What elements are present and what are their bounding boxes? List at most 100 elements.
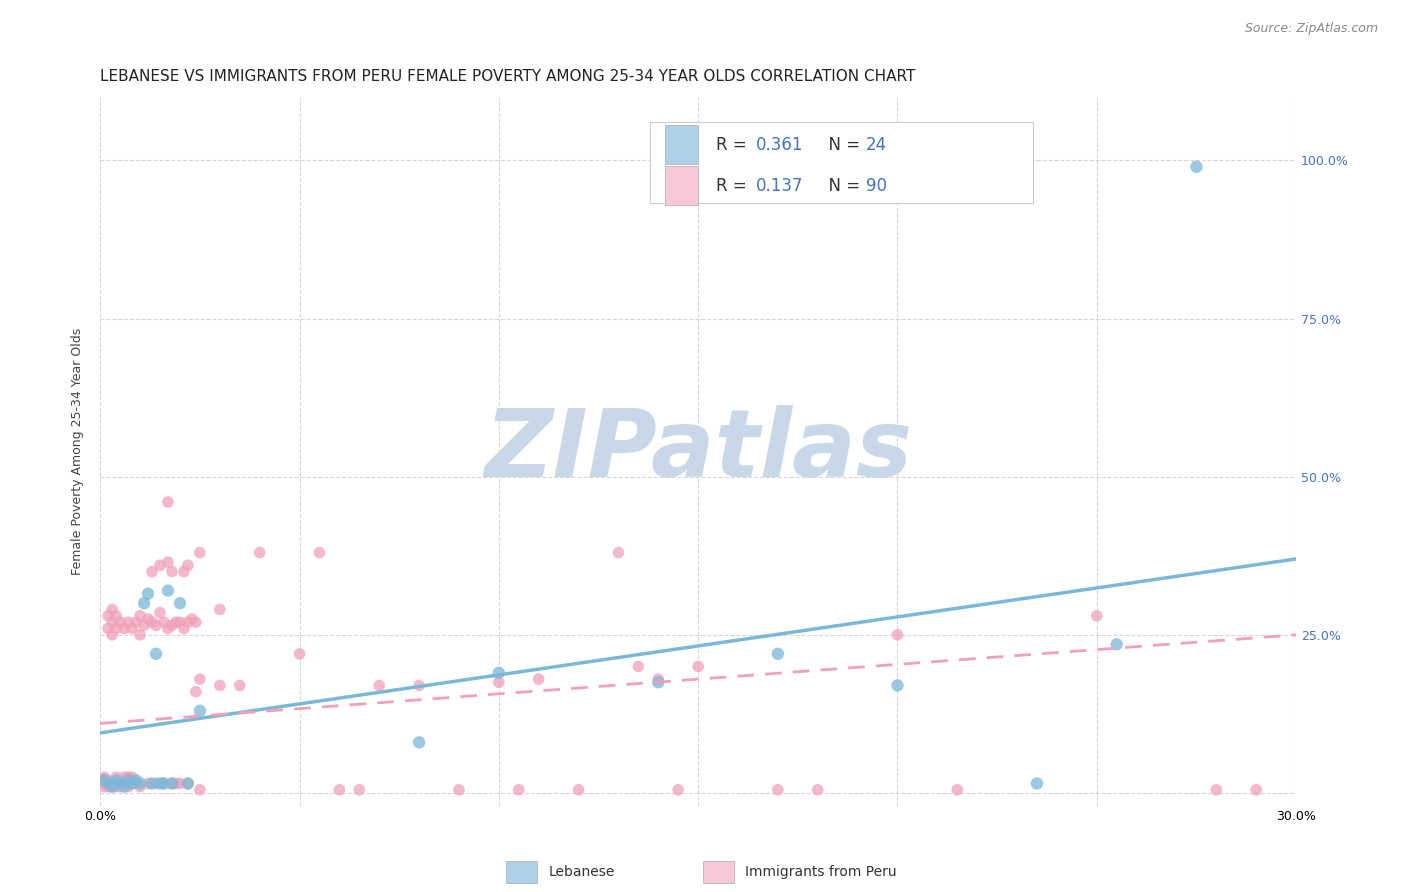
Point [173,565,195,579]
Point [97,776,120,790]
Point [527,672,550,686]
Point [101,615,124,630]
Point [132,596,155,610]
FancyBboxPatch shape [651,122,1033,203]
Text: 24: 24 [866,136,887,153]
Point [886,628,908,642]
Point [1026,776,1049,790]
Point [688,659,710,673]
Text: 0.137: 0.137 [755,177,803,194]
Point [184,685,207,699]
Point [121,622,143,636]
Point [160,776,183,790]
Point [108,615,131,630]
Point [607,546,630,560]
Point [627,659,650,673]
Point [136,776,159,790]
Text: 90: 90 [866,177,887,194]
Point [886,678,908,692]
Point [117,615,139,630]
Point [177,558,200,573]
Point [93,776,115,790]
Point [447,782,470,797]
Point [169,615,191,630]
Point [105,608,128,623]
Point [132,618,155,632]
Text: N =: N = [818,177,865,194]
Point [97,773,120,788]
Point [1105,637,1128,651]
Point [328,782,350,797]
Point [153,776,176,790]
Point [105,780,128,794]
Point [129,628,152,642]
Point [208,602,231,616]
Point [160,618,183,632]
Point [408,678,430,692]
Point [125,773,148,788]
Text: Lebanese: Lebanese [548,865,614,879]
Point [117,780,139,794]
Point [93,773,115,788]
Point [169,776,191,790]
Point [160,565,183,579]
Point [184,615,207,630]
Point [93,770,115,784]
Point [807,782,830,797]
Point [108,780,131,794]
Point [117,773,139,788]
Text: LEBANESE VS IMMIGRANTS FROM PERU FEMALE POVERTY AMONG 25-34 YEAR OLDS CORRELATIO: LEBANESE VS IMMIGRANTS FROM PERU FEMALE … [100,69,915,84]
Point [188,782,211,797]
Point [101,780,124,794]
Point [165,776,187,790]
Point [288,647,311,661]
Point [101,780,124,794]
Point [208,678,231,692]
Point [156,555,179,569]
Point [105,776,128,790]
Point [177,776,200,790]
Point [101,628,124,642]
Point [112,622,135,636]
Text: R =: R = [716,177,752,194]
Point [156,495,179,509]
Point [766,782,789,797]
Point [145,647,167,661]
Point [108,776,131,790]
Point [121,770,143,784]
Point [349,782,371,797]
Point [1085,608,1108,623]
Point [160,776,183,790]
Point [666,782,689,797]
Point [156,583,179,598]
Point [97,608,120,623]
Point [141,565,163,579]
Point [149,776,172,790]
Text: Source: ZipAtlas.com: Source: ZipAtlas.com [1244,22,1378,36]
Point [129,776,152,790]
Point [129,780,152,794]
Point [93,780,115,794]
Point [567,782,589,797]
Point [488,675,510,690]
Text: N =: N = [818,136,865,153]
Point [188,546,211,560]
Point [173,622,195,636]
Point [647,675,669,690]
Point [97,780,120,794]
Point [149,606,172,620]
Point [105,770,128,784]
Point [125,615,148,630]
Point [508,782,530,797]
Point [101,602,124,616]
Point [180,612,202,626]
Point [108,776,131,790]
Point [156,622,179,636]
Text: R =: R = [716,136,752,153]
Point [408,735,430,749]
Point [177,615,200,630]
Text: R = 0.361: R = 0.361 [740,128,824,145]
Point [229,678,252,692]
FancyBboxPatch shape [665,166,699,205]
Point [117,770,139,784]
